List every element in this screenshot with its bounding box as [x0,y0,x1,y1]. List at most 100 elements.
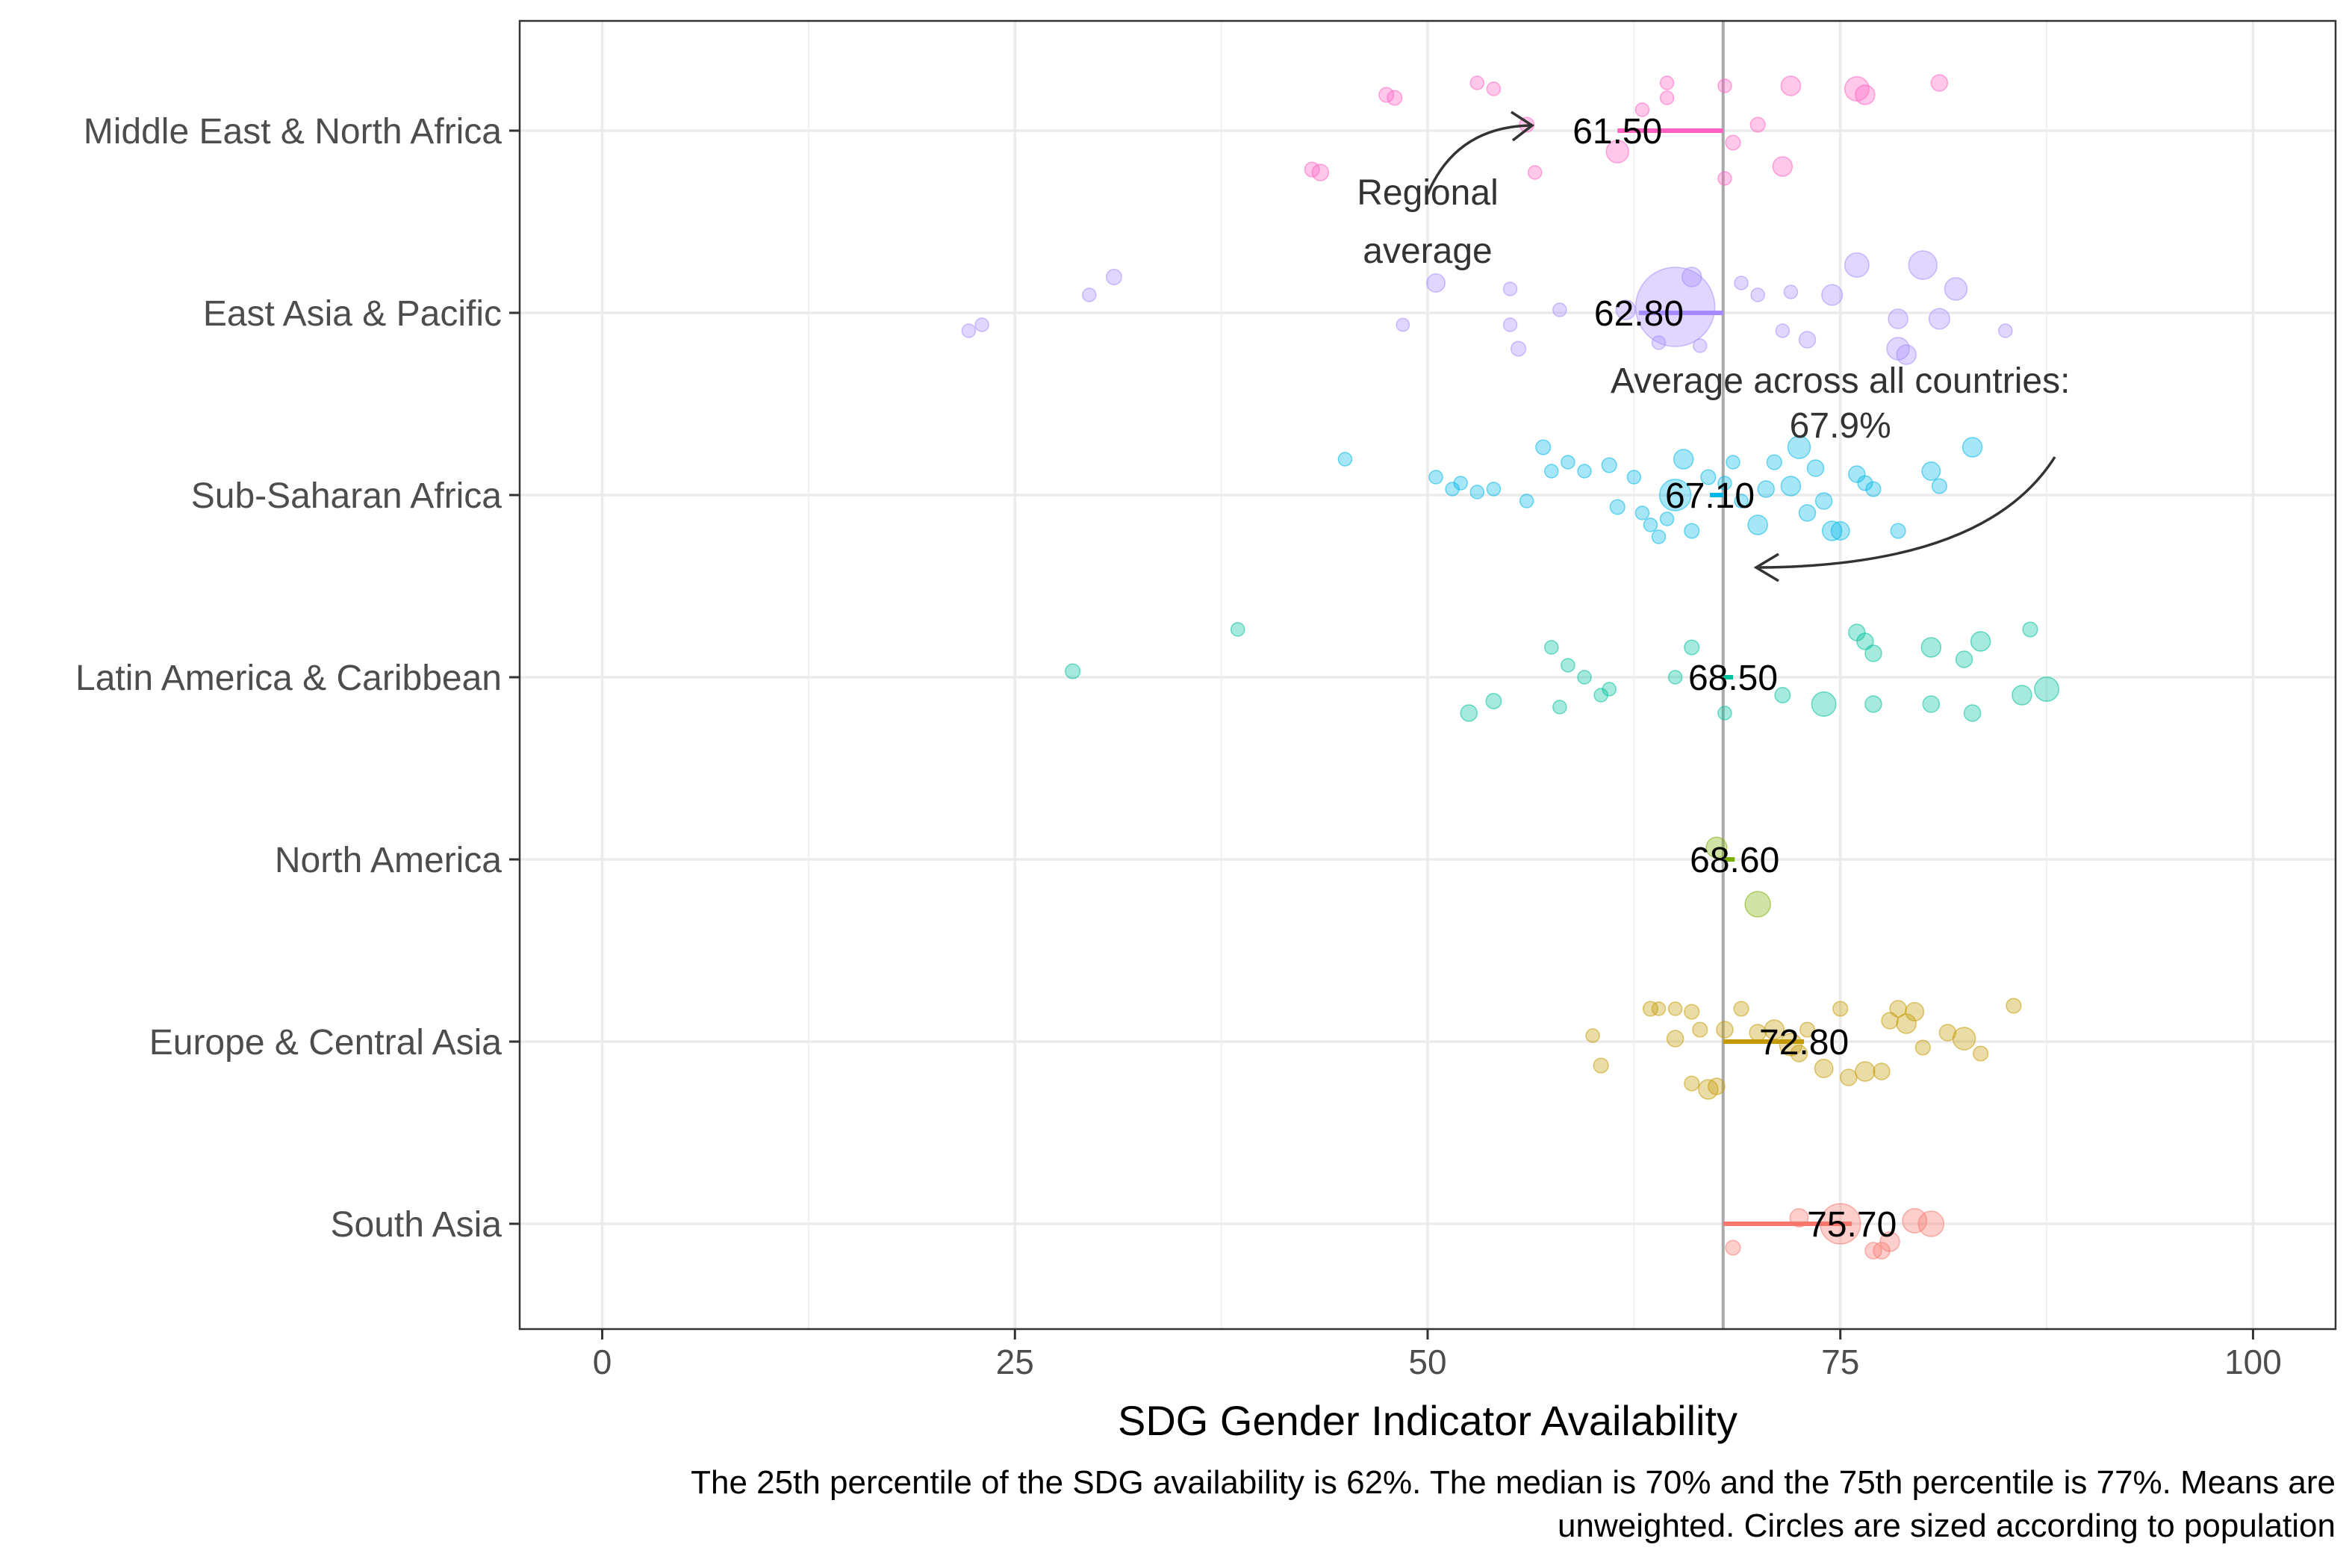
data-point [1821,284,1844,306]
regional-annotation-line2: average [1363,231,1492,271]
mean-value-label: 61.50 [1572,112,1662,152]
data-point [1799,1021,1816,1038]
data-point [1651,529,1667,544]
data-point [1717,171,1732,186]
data-point [1485,693,1502,709]
data-point [1970,631,1991,652]
y-tick-label: Latin America & Caribbean [75,659,502,698]
data-point [1844,252,1870,278]
data-point [1840,1068,1858,1086]
data-point [1593,1057,1609,1074]
x-tick-label: 100 [2224,1343,2282,1381]
data-point [1659,90,1675,105]
data-point [1460,704,1478,722]
data-point [1082,287,1097,302]
data-point [1396,317,1410,332]
data-point [1684,1075,1700,1092]
data-point [1717,78,1732,93]
mean-value-label: 68.50 [1688,659,1778,698]
data-point [1681,267,1702,287]
data-point [1445,482,1460,497]
data-point [2006,998,2022,1014]
regional-annotation-arrow [1426,124,1531,195]
data-point [1952,1027,1976,1051]
data-point [1881,1012,1899,1030]
data-point [1609,499,1625,515]
data-point [1920,637,1942,658]
data-point [1855,84,1876,105]
data-point [1914,1039,1931,1056]
data-point [1716,1021,1734,1039]
data-point [1105,269,1122,285]
data-point [1864,644,1882,662]
data-point [1928,308,1950,330]
data-point [1749,116,1766,133]
data-point [1744,891,1771,918]
data-point [1642,1001,1659,1017]
data-point [1931,478,1947,494]
mean-value-label: 67.10 [1665,476,1755,516]
data-point [1848,465,1866,483]
mean-segments [1617,128,1852,1226]
data-point [1693,338,1708,353]
data-point [1626,470,1642,485]
data-point [1634,505,1650,520]
data-point [1896,1013,1917,1034]
data-point [1783,284,1799,299]
data-point [1775,323,1791,338]
data-point [1502,317,1518,332]
data-point [1961,437,1983,458]
data-point [1780,476,1802,497]
caption-line: unweighted. Circles are sized according … [1558,1508,2336,1544]
data-point [1832,1001,1849,1017]
x-tick-label: 0 [593,1343,612,1381]
mean-value-label: 68.60 [1690,841,1779,880]
regional-arrowhead [1511,111,1535,142]
data-point [1814,1059,1834,1078]
data-point [1973,1045,1989,1062]
data-point [1666,1030,1684,1048]
data-point [1747,514,1768,535]
data-point [1544,640,1559,655]
data-point [1734,276,1749,290]
data-point [1819,1203,1861,1245]
data-point [1908,250,1938,280]
data-point [1798,504,1817,522]
data-point [1486,482,1502,497]
data-point [1865,481,1882,497]
mean-value-label: 62.80 [1594,294,1684,334]
data-point [1453,476,1468,491]
data-point [1856,632,1874,650]
data-point [1684,1004,1700,1020]
data-point [1774,687,1791,703]
data-point [1426,273,1446,293]
data-point [1766,454,1782,470]
data-point [1486,81,1502,96]
data-point [1798,331,1817,349]
data-point [1705,836,1728,859]
mean-value-label: 72.80 [1759,1023,1849,1063]
data-point [1725,134,1741,151]
data-point [1790,1045,1808,1063]
data-point [1469,75,1485,90]
data-point [1667,1001,1683,1016]
data-point [1659,75,1675,90]
data-point [1764,1019,1785,1040]
data-point [1890,523,1906,539]
data-point [974,317,989,332]
data-point [1651,335,1667,350]
data-point [1634,267,1716,347]
data-point [1806,459,1825,477]
caption-line: The 25th percentile of the SDG availabil… [691,1464,2336,1501]
data-point [1230,622,1245,637]
y-tick-label: South Asia [331,1205,503,1245]
data-point [1605,140,1630,164]
data-point [1428,470,1443,485]
data-point [2022,621,2038,638]
data-point [1378,87,1395,103]
data-point [1585,1028,1600,1043]
data-point [1673,449,1694,470]
data-point [1658,479,1692,511]
data-point [1905,1002,1925,1021]
x-axis-title: SDG Gender Indicator Availability [1118,1397,1737,1444]
